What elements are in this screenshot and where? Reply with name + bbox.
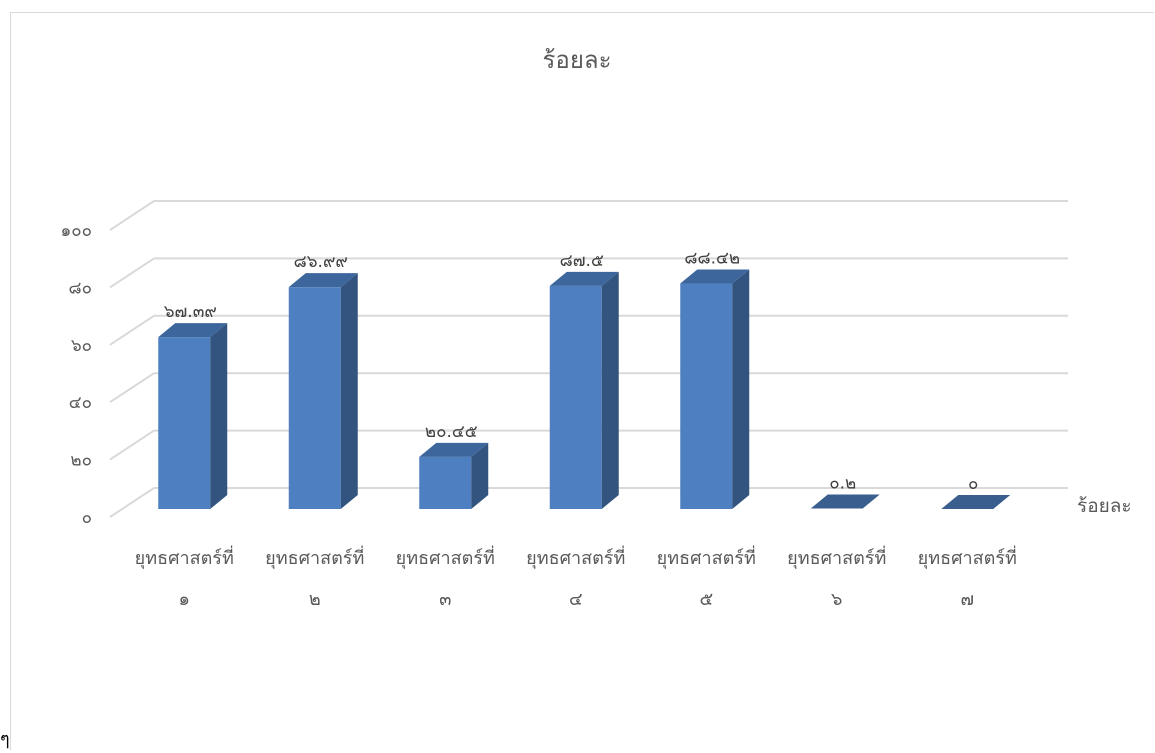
bar-side [471, 442, 489, 509]
bar-side [210, 323, 228, 509]
chart-title: ร้อยละ [543, 46, 612, 74]
data-label: ๘๘.๔๒ [684, 249, 740, 269]
x-tick-label-number: ๒ [309, 589, 321, 610]
x-tick-label-number: ๑ [179, 589, 190, 610]
x-tick-label: ยุทธศาสตร์ที่ [396, 545, 495, 569]
y-tick-label: ๐ [82, 508, 92, 528]
bar-top [810, 494, 880, 509]
gridline-diagonal [109, 257, 155, 289]
x-tick-label-number: ๔ [569, 589, 583, 610]
x-tick-label: ยุทธศาสตร์ที่ [657, 545, 756, 569]
y-tick-label: ๖๐ [71, 336, 92, 356]
stray-text: ๆ [0, 729, 10, 750]
gridline-diagonal [109, 487, 155, 518]
x-tick-label: ยุทธศาสตร์ที่ [265, 545, 364, 569]
data-label: ๐ [968, 474, 978, 494]
data-label: ๘๗.๕ [560, 251, 604, 271]
bar [680, 283, 733, 509]
x-tick-label: ยุทธศาสตร์ที่ [787, 545, 886, 569]
x-tick-label: ยุทธศาสตร์ที่ [918, 545, 1017, 569]
legend-series-name: ร้อยละ [1077, 495, 1132, 517]
bar-top [680, 269, 750, 284]
data-label: ๒๐.๔๕ [425, 422, 478, 442]
bar-top [419, 442, 489, 457]
gridline-diagonal [109, 200, 155, 231]
y-tick-label: ๘๐ [69, 278, 93, 298]
bar-top [941, 495, 1011, 509]
bar-top [549, 271, 619, 286]
bar-side [340, 273, 358, 509]
bar-side [601, 271, 619, 509]
bar [158, 337, 211, 509]
x-tick-label: ยุทธศาสตร์ที่ [135, 545, 234, 569]
x-tick-label: ยุทธศาสตร์ที่ [526, 545, 625, 569]
y-tick-label: ๒๐ [70, 451, 92, 471]
x-tick-label-number: ๖ [831, 589, 842, 610]
x-tick-label-number: ๕ [699, 589, 713, 610]
bar-top [288, 273, 358, 288]
data-label: ๘๖.๙๙ [294, 252, 348, 272]
x-tick-label-number: ๗ [960, 589, 974, 610]
data-label: ๖๗.๓๙ [164, 302, 217, 322]
gridline-diagonal [109, 429, 155, 461]
x-tick-label-number: ๓ [439, 589, 451, 610]
bar [419, 456, 472, 509]
bar-side [732, 269, 750, 509]
bar [288, 287, 341, 509]
gridline-diagonal [109, 314, 155, 346]
bar-top [158, 323, 228, 338]
y-tick-label: ๔๐ [69, 393, 92, 413]
data-label: ๐.๒ [829, 473, 856, 493]
y-tick-label: ๑๐๐ [60, 221, 92, 241]
gridline-diagonal [109, 372, 155, 404]
bar [549, 285, 602, 509]
